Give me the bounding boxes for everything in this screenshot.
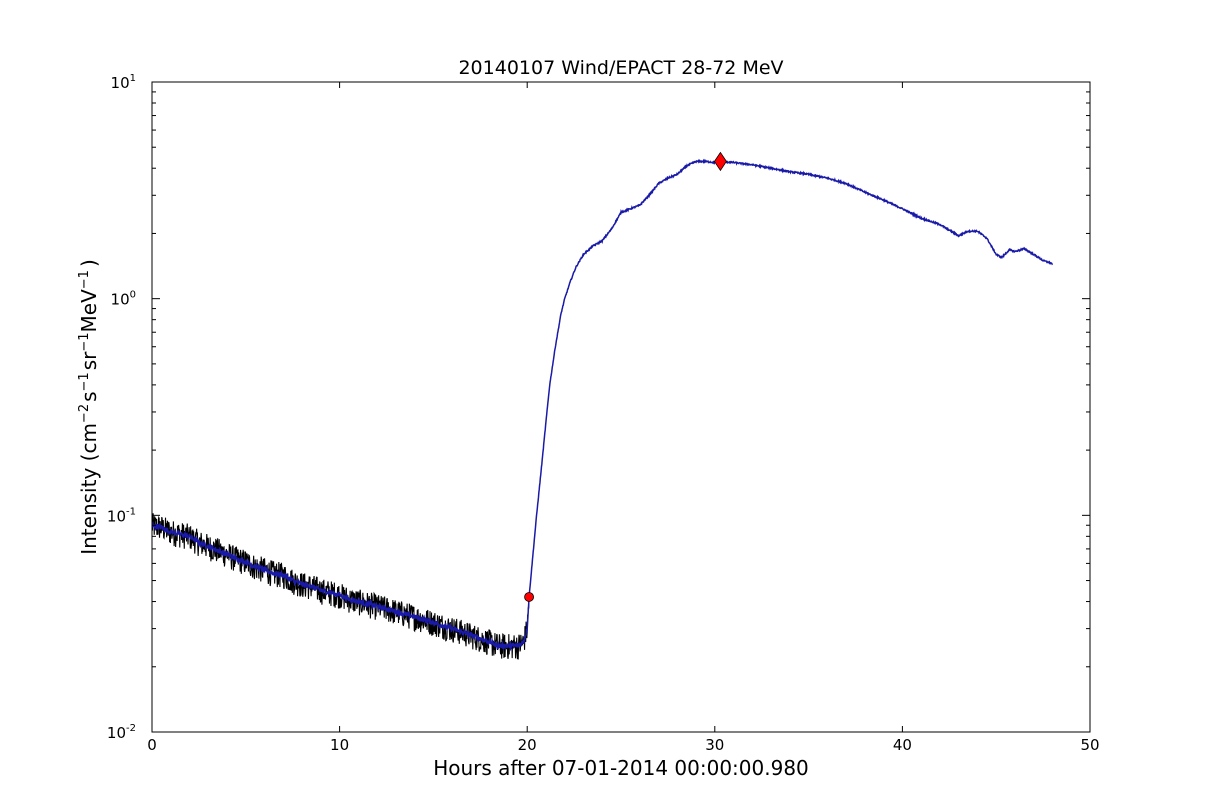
plot-frame <box>151 81 1091 733</box>
marker-layer <box>524 151 727 602</box>
x-tick-label: 0 <box>147 736 157 754</box>
y-tick-label: 10-1 <box>107 506 136 525</box>
peak-marker <box>713 151 727 172</box>
x-tick-label: 10 <box>330 736 349 754</box>
series-line-2 <box>152 158 1054 652</box>
y-label-prefix: Intensity (cm <box>77 423 101 555</box>
y-label-exp3: −1 <box>77 332 92 351</box>
y-tick-label: 10-2 <box>107 723 136 742</box>
chart-title: 20140107 Wind/EPACT 28-72 MeV <box>458 57 783 79</box>
x-tick-label: 50 <box>1080 736 1099 754</box>
plot-area <box>152 151 1054 660</box>
y-tick-label: 101 <box>111 73 136 92</box>
y-axis-ticks: 10-2 10-1 100 101 <box>107 73 1090 742</box>
x-tick-label: 20 <box>518 736 537 754</box>
y-axis-label: Intensity (cm−2s−1sr−1MeV−1) <box>77 259 101 555</box>
y-label-exp1: −2 <box>77 404 92 423</box>
y-label-mid2: sr <box>77 351 101 370</box>
y-label-exp4: −1 <box>77 270 92 289</box>
y-tick-label: 100 <box>111 290 136 309</box>
y-label-mid3: MeV <box>77 289 101 333</box>
x-tick-label: 40 <box>893 736 912 754</box>
y-label-exp2: −1 <box>77 372 92 391</box>
y-label-suffix: ) <box>77 259 101 267</box>
y-label-mid1: s <box>77 391 101 401</box>
series-layer <box>152 158 1054 660</box>
x-axis-ticks: 0 10 20 30 40 50 <box>147 82 1100 754</box>
x-tick-label: 30 <box>705 736 724 754</box>
x-axis-label: Hours after 07-01-2014 00:00:00.980 <box>433 756 809 780</box>
series-line-1 <box>152 513 530 660</box>
onset-marker <box>524 592 534 602</box>
